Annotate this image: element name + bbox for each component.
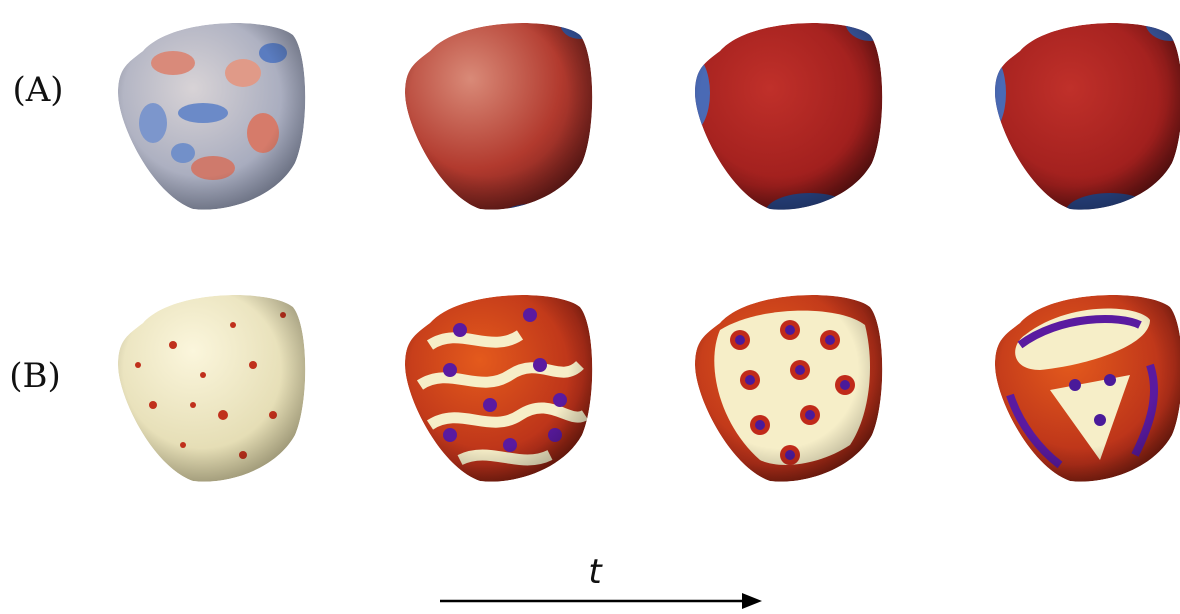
- arrow-head: [742, 593, 762, 609]
- surface: [695, 295, 882, 482]
- surface: [405, 7, 600, 232]
- surface: [118, 23, 305, 210]
- surface: [405, 295, 592, 482]
- surface: [670, 1, 895, 233]
- surface: [970, 1, 1180, 233]
- row-label: (B): [9, 356, 61, 396]
- surface: [118, 295, 305, 482]
- surface: [995, 295, 1180, 482]
- page: (A) (B): [0, 0, 1180, 614]
- row-label: (A): [12, 70, 63, 110]
- figure: (A) (B): [0, 0, 1180, 614]
- axis-label: t: [588, 552, 603, 592]
